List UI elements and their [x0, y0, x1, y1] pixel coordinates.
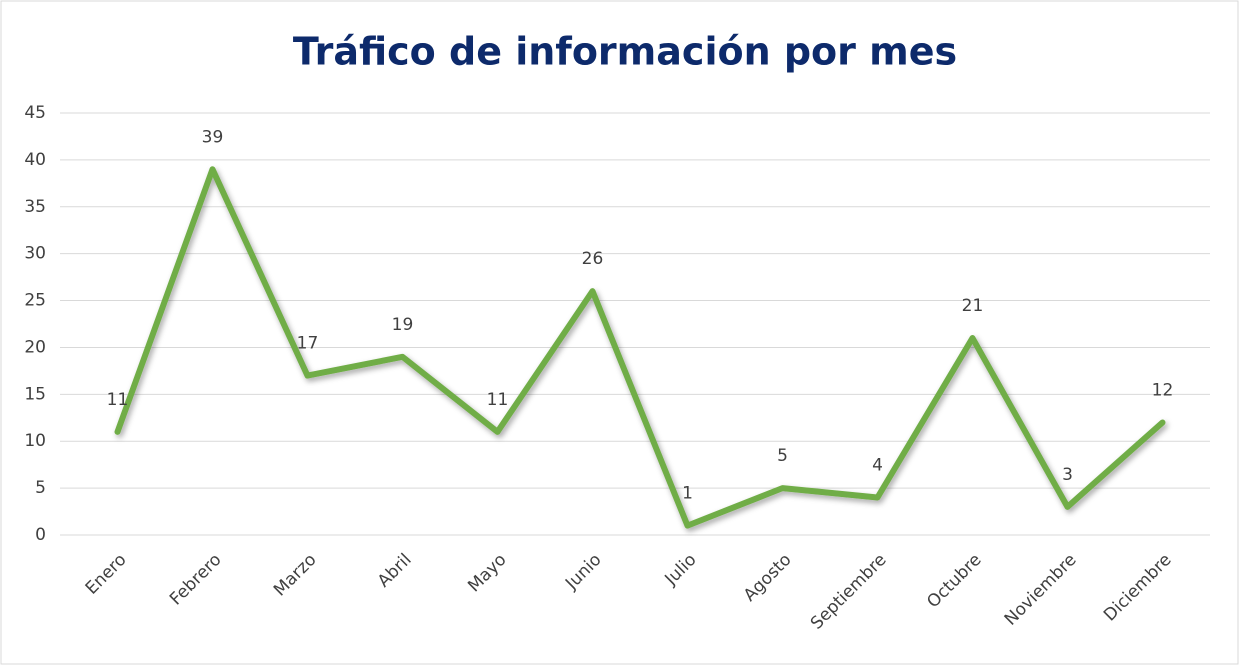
data-label: 11 [487, 390, 509, 410]
data-label: 5 [777, 446, 788, 466]
data-label: 3 [1062, 465, 1073, 485]
y-tick-label: 15 [24, 384, 46, 404]
y-tick-label: 40 [24, 150, 46, 170]
y-tick-label: 45 [24, 103, 46, 123]
y-tick-label: 20 [24, 337, 46, 357]
data-label: 4 [872, 455, 883, 475]
line-series [114, 166, 1166, 529]
y-tick-label: 0 [35, 525, 46, 545]
y-tick-label: 10 [24, 431, 46, 451]
data-label: 1 [682, 484, 693, 504]
data-label: 21 [962, 296, 984, 316]
data-label: 11 [107, 390, 129, 410]
y-tick-label: 35 [24, 197, 46, 217]
y-tick-label: 5 [35, 478, 46, 498]
y-tick-label: 30 [24, 244, 46, 264]
data-label: 26 [582, 249, 604, 269]
y-tick-label: 25 [24, 291, 46, 311]
data-label: 19 [392, 315, 414, 335]
data-label: 17 [297, 334, 319, 354]
chart-title: Tráfico de información por mes [293, 30, 957, 74]
data-label: 12 [1152, 380, 1174, 400]
data-label: 39 [202, 127, 224, 147]
